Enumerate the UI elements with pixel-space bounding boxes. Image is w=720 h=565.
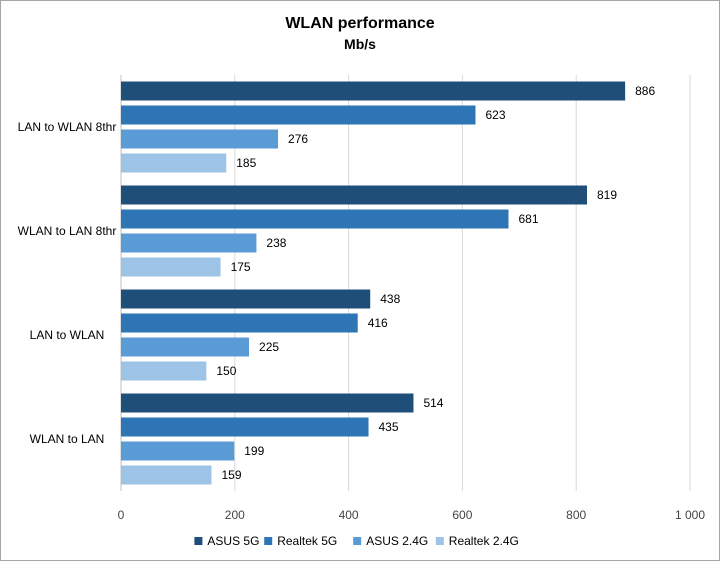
- legend-label: ASUS 2.4G: [366, 534, 428, 548]
- category-label: LAN to WLAN 8thr: [18, 120, 117, 134]
- data-label: 886: [635, 84, 655, 98]
- x-tick-label: 800: [566, 508, 586, 522]
- bar: [121, 337, 250, 357]
- data-label: 225: [259, 340, 279, 354]
- legend-label: ASUS 5G: [207, 534, 259, 548]
- data-label: 623: [485, 108, 505, 122]
- bar: [121, 209, 509, 229]
- bar: [121, 313, 358, 333]
- bars: [121, 81, 626, 485]
- chart-title: WLAN performance: [285, 15, 434, 32]
- bar: [121, 233, 257, 253]
- chart-subtitle: Mb/s: [344, 36, 376, 52]
- legend-swatch: [353, 537, 362, 545]
- x-tick-label: 600: [452, 508, 472, 522]
- data-label: 819: [597, 188, 617, 202]
- data-label: 238: [266, 236, 286, 250]
- legend-swatch: [264, 537, 273, 545]
- data-label: 416: [368, 316, 388, 330]
- bar: [121, 81, 626, 101]
- category-labels: LAN to WLAN 8thr WLAN to LAN 8thr LAN to W…: [18, 120, 117, 446]
- bar: [121, 105, 476, 125]
- data-label: 175: [231, 260, 251, 274]
- category-label: WLAN to LAN: [30, 432, 105, 446]
- bar: [121, 465, 212, 485]
- data-label: 185: [236, 156, 256, 170]
- x-tick-labels: 0 200 400 600 800 1 000: [118, 508, 706, 522]
- x-tick-label: 1 000: [675, 508, 705, 522]
- bar: [121, 185, 588, 205]
- x-tick-label: 200: [225, 508, 245, 522]
- data-labels: 886 623 276 185 819 681 238 175 438 416 225 150 514 4…: [216, 84, 655, 482]
- bar: [121, 361, 207, 381]
- data-label: 438: [380, 292, 400, 306]
- bar: [121, 257, 221, 277]
- legend: ASUS 5G Realtek 5G ASUS 2.4G Realtek 2.4G: [194, 534, 519, 548]
- data-label: 514: [423, 396, 443, 410]
- category-label: LAN to WLAN: [30, 328, 105, 342]
- bar: [121, 129, 279, 149]
- legend-swatch: [435, 537, 444, 545]
- data-label: 150: [216, 364, 236, 378]
- bar: [121, 417, 369, 437]
- category-label: WLAN to LAN 8thr: [18, 224, 117, 238]
- legend-swatch: [194, 537, 203, 545]
- data-label: 199: [244, 444, 264, 458]
- data-label: 276: [288, 132, 308, 146]
- data-label: 681: [518, 212, 538, 226]
- data-label: 435: [379, 420, 399, 434]
- x-tick-label: 400: [339, 508, 359, 522]
- bar: [121, 393, 414, 413]
- legend-label: Realtek 2.4G: [449, 534, 519, 548]
- x-tick-label: 0: [118, 508, 125, 522]
- data-label: 159: [221, 468, 241, 482]
- legend-label: Realtek 5G: [277, 534, 337, 548]
- bar: [121, 289, 371, 309]
- bar: [121, 441, 235, 461]
- bar: [121, 153, 227, 173]
